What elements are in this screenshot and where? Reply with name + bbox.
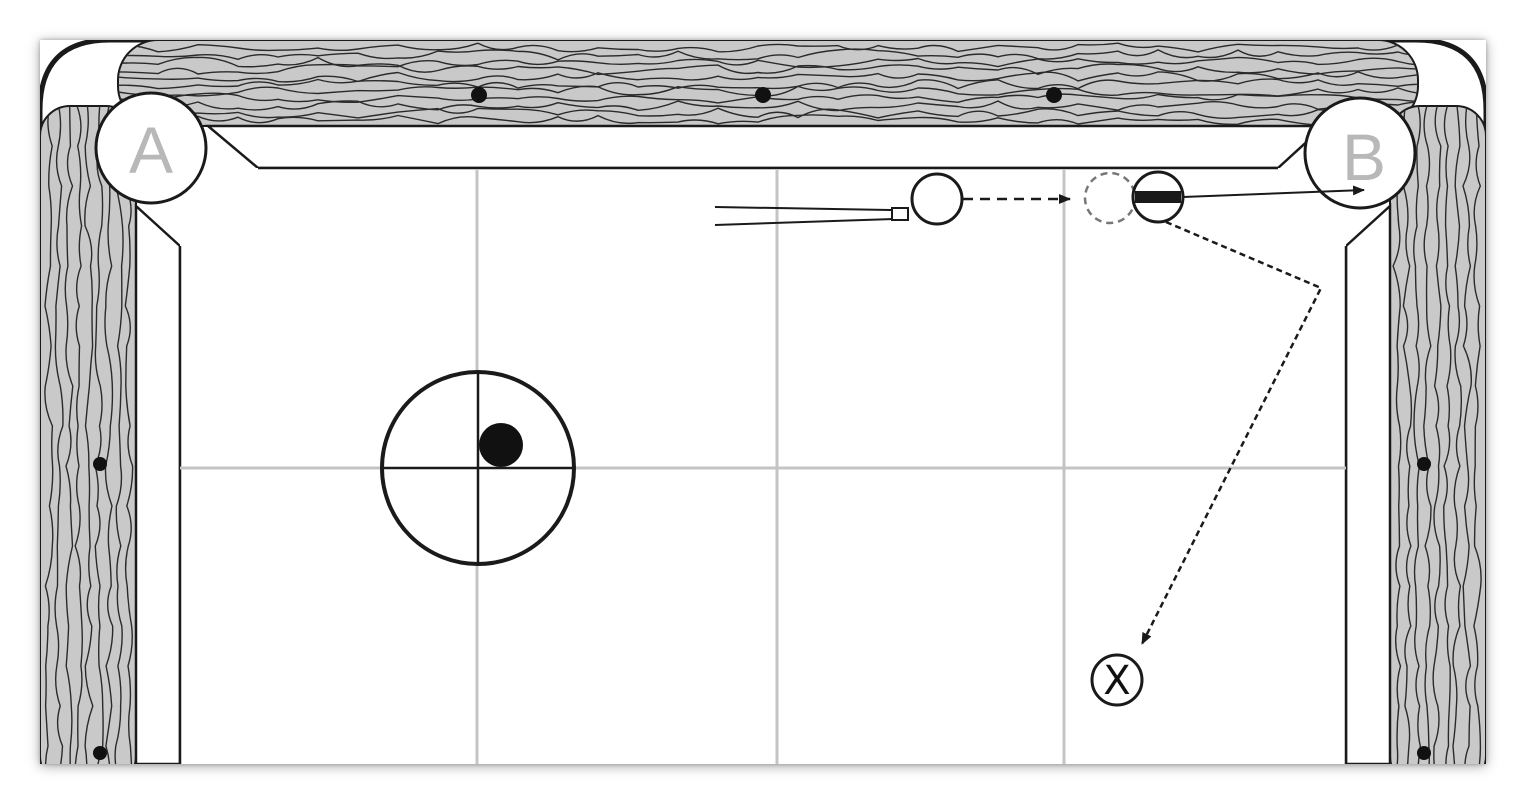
right-rail	[1389, 105, 1486, 764]
diamond	[1417, 457, 1431, 471]
diagram-frame: A B X	[40, 40, 1486, 764]
object-ball-path-arrow	[1182, 185, 1365, 198]
diamond	[93, 457, 107, 471]
pocket-b-label: B	[1342, 120, 1386, 194]
diamond	[1417, 746, 1431, 760]
cue-ball	[910, 172, 964, 226]
diamond	[1046, 87, 1062, 103]
cue-tip-position-indicator	[380, 370, 576, 566]
rail-diamonds	[93, 87, 1431, 760]
diamond	[93, 746, 107, 760]
pocket-a: A	[94, 91, 208, 205]
cue-tip-contact-point	[479, 423, 523, 467]
pool-table-diagram: A B X	[40, 40, 1486, 764]
object-ball-striped	[1131, 170, 1185, 224]
table-cloth	[180, 168, 1346, 764]
top-rail	[117, 40, 1419, 127]
diamond	[755, 87, 771, 103]
ghost-ball	[1083, 171, 1137, 225]
pocket-b: B	[1303, 96, 1417, 210]
target-marker-label: X	[1103, 658, 1130, 704]
pocket-a-label: A	[129, 113, 173, 187]
left-rail	[40, 105, 137, 764]
diamond	[471, 87, 487, 103]
cue-ball-deflection-path	[1140, 220, 1323, 645]
target-position-marker: X	[1090, 653, 1144, 707]
cue-stick	[714, 206, 909, 226]
cushions	[134, 124, 1392, 764]
